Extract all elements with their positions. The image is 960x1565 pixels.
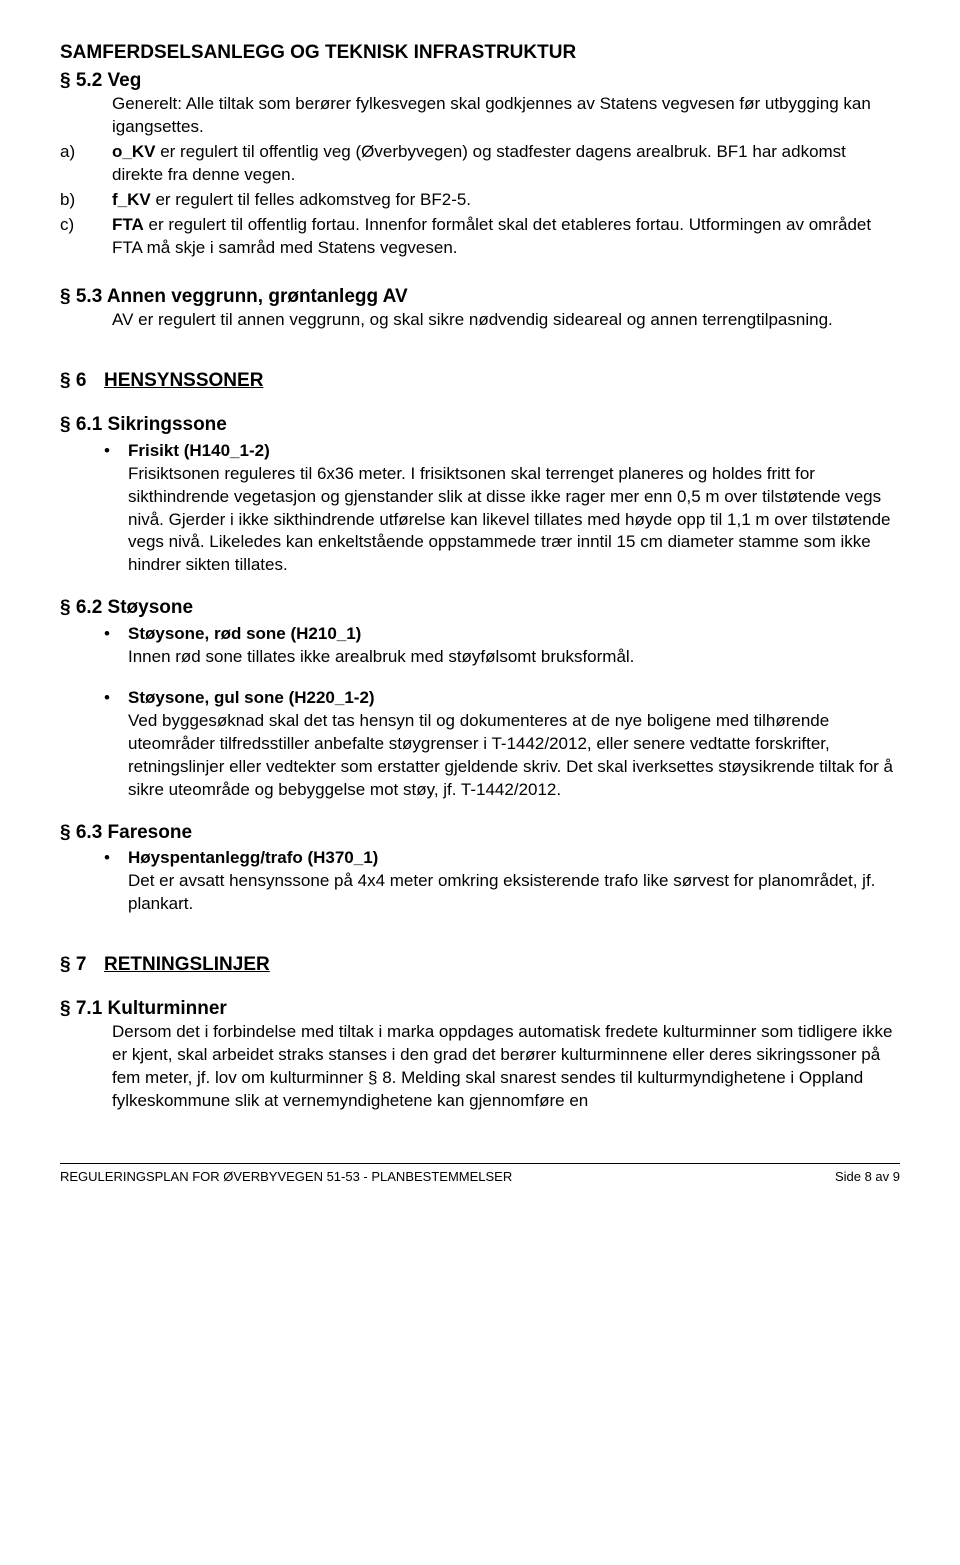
bullet-icon: • xyxy=(104,623,128,646)
section-5-2-general: Generelt: Alle tiltak som berører fylkes… xyxy=(60,93,900,139)
list-item-c: c) FTA er regulert til offentlig fortau.… xyxy=(60,214,900,260)
footer-right: Side 8 av 9 xyxy=(835,1168,900,1186)
page-footer: REGULERINGSPLAN FOR ØVERBYVEGEN 51-53 - … xyxy=(60,1163,900,1186)
bullet-line-6-2-a: • Støysone, rød sone (H210_1) xyxy=(104,623,900,646)
section-6-3: § 6.3 Faresone • Høyspentanlegg/trafo (H… xyxy=(60,820,900,916)
section-7-1-body: Dersom det i forbindelse med tiltak i ma… xyxy=(60,1021,900,1113)
section-7-num: § 7 xyxy=(60,952,104,978)
list-item-a: a) o_KV er regulert til offentlig veg (Ø… xyxy=(60,141,900,187)
bullet-body-6-2-b: Ved byggesøknad skal det tas hensyn til … xyxy=(104,710,900,802)
list-label-c: c) xyxy=(60,214,112,260)
bullet-block-6-3: • Høyspentanlegg/trafo (H370_1) Det er a… xyxy=(60,847,900,916)
bullet-line-6-1: • Frisikt (H140_1-2) xyxy=(104,440,900,463)
bullet-line-6-2-b: • Støysone, gul sone (H220_1-2) xyxy=(104,687,900,710)
bullet-body-6-1: Frisiktsonen reguleres til 6x36 meter. I… xyxy=(104,463,900,578)
section-6: § 6 HENSYNSSONER xyxy=(60,368,900,394)
section-6-head: § 6 HENSYNSSONER xyxy=(60,368,900,394)
section-7-head: § 7 RETNINGSLINJER xyxy=(60,952,900,978)
bullet-block-6-2-a: • Støysone, rød sone (H210_1) Innen rød … xyxy=(60,623,900,669)
section-7-title: RETNINGSLINJER xyxy=(104,952,270,978)
bullet-block-6-1: • Frisikt (H140_1-2) Frisiktsonen regule… xyxy=(60,440,900,578)
section-7-1-title: § 7.1 Kulturminner xyxy=(60,996,900,1022)
list-label-b: b) xyxy=(60,189,112,212)
list-bold-c: FTA xyxy=(112,215,144,234)
bullet-title-6-2-b: Støysone, gul sone (H220_1-2) xyxy=(128,687,375,710)
bullet-body-6-2-a: Innen rød sone tillates ikke arealbruk m… xyxy=(104,646,900,669)
section-6-num: § 6 xyxy=(60,368,104,394)
list-text-a: er regulert til offentlig veg (Øverbyveg… xyxy=(112,142,846,184)
section-5-3: § 5.3 Annen veggrunn, grøntanlegg AV AV … xyxy=(60,284,900,333)
bullet-block-6-2-b: • Støysone, gul sone (H220_1-2) Ved bygg… xyxy=(60,687,900,802)
bullet-body-6-3: Det er avsatt hensynssone på 4x4 meter o… xyxy=(104,870,900,916)
bullet-title-6-1: Frisikt (H140_1-2) xyxy=(128,440,270,463)
section-5-2-label: § 5.2 Veg xyxy=(60,68,900,94)
list-label-a: a) xyxy=(60,141,112,187)
bullet-icon: • xyxy=(104,847,128,870)
list-text-b: er regulert til felles adkomstveg for BF… xyxy=(151,190,471,209)
footer-left: REGULERINGSPLAN FOR ØVERBYVEGEN 51-53 - … xyxy=(60,1168,512,1186)
section-7: § 7 RETNINGSLINJER xyxy=(60,952,900,978)
list-bold-a: o_KV xyxy=(112,142,155,161)
page-heading: SAMFERDSELSANLEGG OG TEKNISK INFRASTRUKT… xyxy=(60,40,900,66)
section-5-3-title: § 5.3 Annen veggrunn, grøntanlegg AV xyxy=(60,284,900,310)
bullet-icon: • xyxy=(104,687,128,710)
section-5-3-body: AV er regulert til annen veggrunn, og sk… xyxy=(60,309,900,332)
section-6-3-title: § 6.3 Faresone xyxy=(60,820,900,846)
section-6-2: § 6.2 Støysone • Støysone, rød sone (H21… xyxy=(60,595,900,801)
section-7-1: § 7.1 Kulturminner Dersom det i forbinde… xyxy=(60,996,900,1113)
list-bold-b: f_KV xyxy=(112,190,151,209)
section-6-1: § 6.1 Sikringssone • Frisikt (H140_1-2) … xyxy=(60,412,900,577)
section-6-2-title: § 6.2 Støysone xyxy=(60,595,900,621)
bullet-line-6-3: • Høyspentanlegg/trafo (H370_1) xyxy=(104,847,900,870)
bullet-icon: • xyxy=(104,440,128,463)
section-6-title: HENSYNSSONER xyxy=(104,368,263,394)
list-item-b: b) f_KV er regulert til felles adkomstve… xyxy=(60,189,900,212)
bullet-title-6-3: Høyspentanlegg/trafo (H370_1) xyxy=(128,847,378,870)
section-5-2-title: SAMFERDSELSANLEGG OG TEKNISK INFRASTRUKT… xyxy=(60,40,900,260)
bullet-title-6-2-a: Støysone, rød sone (H210_1) xyxy=(128,623,361,646)
section-6-1-title: § 6.1 Sikringssone xyxy=(60,412,900,438)
list-text-c: er regulert til offentlig fortau. Innenf… xyxy=(112,215,871,257)
